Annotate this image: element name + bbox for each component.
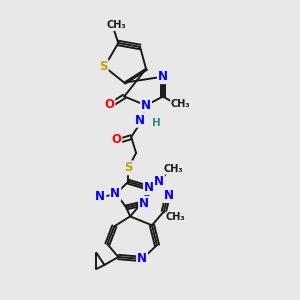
Text: CH₃: CH₃ bbox=[166, 212, 186, 222]
Text: N: N bbox=[110, 187, 120, 200]
Text: N: N bbox=[137, 253, 147, 266]
Text: CH₃: CH₃ bbox=[106, 20, 126, 30]
Text: N: N bbox=[158, 70, 168, 83]
Text: N: N bbox=[139, 197, 149, 210]
Text: O: O bbox=[104, 98, 114, 111]
Text: N: N bbox=[135, 114, 145, 127]
Text: N: N bbox=[141, 99, 151, 112]
Text: O: O bbox=[111, 133, 121, 146]
Text: N: N bbox=[154, 175, 164, 188]
Text: CH₃: CH₃ bbox=[164, 164, 184, 174]
Text: S: S bbox=[124, 161, 133, 174]
Text: H: H bbox=[152, 118, 160, 128]
Text: CH₃: CH₃ bbox=[171, 99, 190, 110]
Text: S: S bbox=[99, 60, 108, 73]
Text: N: N bbox=[144, 181, 154, 194]
Text: N: N bbox=[95, 190, 106, 203]
Text: N: N bbox=[94, 190, 104, 203]
Text: N: N bbox=[164, 189, 174, 202]
